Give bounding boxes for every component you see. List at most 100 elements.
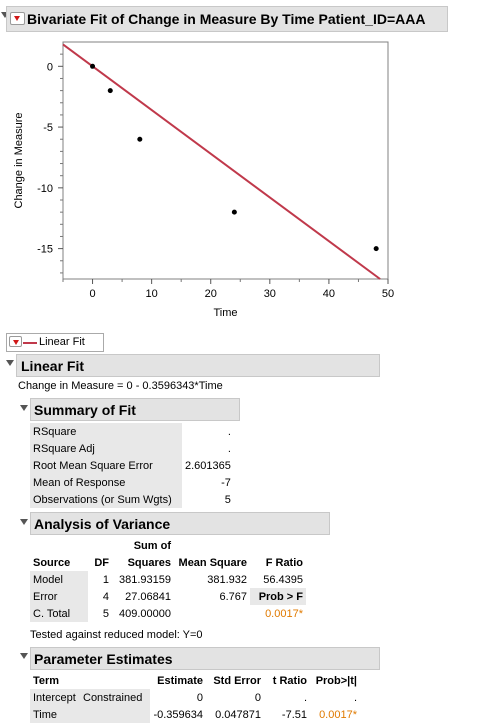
df-cell: 5 bbox=[102, 607, 109, 620]
table-row: Model 1 381.93159 381.932 56.4395 bbox=[30, 571, 306, 588]
table-header-row: Term Estimate Std Error t Ratio Prob>|t| bbox=[30, 672, 360, 689]
f-ratio-cell: 56.4395 bbox=[263, 573, 303, 586]
table-row: Time -0.359634 0.047871 -7.51 0.0017* bbox=[30, 706, 360, 723]
ms-cell: 381.932 bbox=[207, 573, 247, 586]
stat-value: 5 bbox=[224, 493, 231, 506]
fit-line bbox=[62, 43, 381, 280]
prob-f-label: Prob > F bbox=[250, 588, 306, 605]
stat-value: 2.601365 bbox=[185, 459, 231, 472]
x-tick-label: 10 bbox=[146, 288, 158, 300]
collapse-triangle-icon[interactable] bbox=[20, 653, 28, 659]
column-header: Prob>|t| bbox=[315, 674, 357, 687]
column-header: DF bbox=[94, 556, 109, 569]
y-tick-label: -5 bbox=[43, 122, 53, 134]
stat-value: -7 bbox=[221, 476, 231, 489]
column-header: Source bbox=[33, 556, 71, 569]
report-title: Bivariate Fit of Change in Measure By Ti… bbox=[27, 11, 426, 27]
column-header: Term bbox=[33, 674, 60, 687]
table-row: Root Mean Square Error 2.601365 bbox=[30, 457, 234, 474]
df-cell: 4 bbox=[102, 590, 109, 603]
column-header: Sum of bbox=[133, 539, 171, 552]
anova-header: Analysis of Variance bbox=[30, 512, 330, 535]
y-tick-label: -15 bbox=[37, 244, 53, 256]
column-header: Mean Square bbox=[178, 556, 247, 569]
anova-title: Analysis of Variance bbox=[34, 516, 171, 532]
ms-cell: 6.767 bbox=[219, 590, 247, 603]
data-point bbox=[231, 209, 237, 215]
parameter-estimates-header: Parameter Estimates bbox=[30, 647, 380, 670]
summary-of-fit-title: Summary of Fit bbox=[34, 402, 136, 418]
parameter-estimates-table: Term Estimate Std Error t Ratio Prob>|t|… bbox=[30, 672, 360, 723]
table-row: C. Total 5 409.00000 0.0017* bbox=[30, 605, 306, 622]
red-triangle-menu-icon[interactable] bbox=[10, 12, 25, 25]
stat-label: RSquare bbox=[30, 423, 182, 440]
legend-label: Linear Fit bbox=[39, 336, 85, 348]
column-header: F Ratio bbox=[265, 556, 303, 569]
y-tick-label: -10 bbox=[37, 183, 53, 195]
term-cell: Intercept bbox=[30, 689, 80, 706]
stat-label: Mean of Response bbox=[30, 474, 182, 491]
x-axis-label: Time bbox=[213, 307, 237, 319]
estimate-cell: -0.359634 bbox=[153, 708, 203, 721]
stat-label: Observations (or Sum Wgts) bbox=[30, 491, 182, 508]
legend-red-triangle-icon[interactable] bbox=[9, 336, 22, 347]
column-header bbox=[80, 672, 150, 689]
ss-cell: 409.00000 bbox=[119, 607, 171, 620]
source-cell: Model bbox=[30, 571, 88, 588]
ms-cell bbox=[174, 605, 250, 622]
x-tick-label: 20 bbox=[205, 288, 217, 300]
collapse-triangle-icon[interactable] bbox=[20, 519, 28, 525]
legend-box: Linear Fit bbox=[6, 333, 104, 352]
collapse-triangle-icon[interactable] bbox=[20, 405, 28, 411]
y-tick-label: 0 bbox=[47, 61, 53, 73]
legend-line-swatch bbox=[23, 342, 37, 344]
df-cell: 1 bbox=[102, 573, 109, 586]
collapse-triangle-icon[interactable] bbox=[6, 360, 14, 366]
linear-fit-title: Linear Fit bbox=[21, 358, 85, 374]
table-row: Intercept Constrained 0 0 . . bbox=[30, 689, 360, 706]
collapse-triangle-icon[interactable] bbox=[1, 12, 9, 18]
x-tick-label: 50 bbox=[382, 288, 394, 300]
column-header: Std Error bbox=[213, 674, 261, 687]
bivariate-chart: 0 10 20 30 40 50 0 -5 -10 -15 Time Change in Measur… bbox=[13, 41, 394, 319]
table-row: RSquare. bbox=[30, 423, 234, 440]
table-row: Observations (or Sum Wgts) 5 bbox=[30, 491, 234, 508]
x-tick-label: 30 bbox=[264, 288, 276, 300]
p-value-cell: 0.0017* bbox=[319, 708, 357, 721]
prob-f-value: 0.0017* bbox=[265, 607, 303, 620]
column-header: Estimate bbox=[157, 674, 203, 687]
anova-table: Sum of Source DF Squares Mean Square F R… bbox=[30, 537, 306, 622]
bivariate-header: Bivariate Fit of Change in Measure By Ti… bbox=[6, 6, 448, 32]
ss-cell: 27.06841 bbox=[125, 590, 171, 603]
column-header: t Ratio bbox=[272, 674, 307, 687]
data-point bbox=[373, 246, 379, 252]
source-cell: Error bbox=[30, 588, 88, 605]
stat-value: . bbox=[227, 425, 231, 438]
stderr-cell: 0.047871 bbox=[215, 708, 261, 721]
constraint-cell: Constrained bbox=[80, 689, 150, 706]
y-axis-label: Change in Measure bbox=[13, 112, 25, 208]
table-row: Error 4 27.06841 6.767 Prob > F bbox=[30, 588, 306, 605]
ss-cell: 381.93159 bbox=[119, 573, 171, 586]
x-tick-label: 40 bbox=[323, 288, 335, 300]
anova-note: Tested against reduced model: Y=0 bbox=[30, 629, 203, 641]
stat-value: . bbox=[227, 442, 231, 455]
constraint-cell bbox=[80, 706, 150, 723]
x-tick-label: 0 bbox=[89, 288, 95, 300]
p-value-cell: . bbox=[353, 691, 357, 704]
table-row: Sum of bbox=[30, 537, 306, 554]
stat-label: Root Mean Square Error bbox=[30, 457, 182, 474]
column-header: Squares bbox=[127, 556, 171, 569]
linear-fit-header: Linear Fit bbox=[16, 354, 380, 377]
source-cell: C. Total bbox=[30, 605, 88, 622]
term-cell: Time bbox=[30, 706, 80, 723]
table-header-row: Source DF Squares Mean Square F Ratio bbox=[30, 554, 306, 571]
summary-of-fit-table: RSquare. RSquare Adj. Root Mean Square E… bbox=[30, 423, 234, 508]
table-row: Mean of Response -7 bbox=[30, 474, 234, 491]
fit-equation: Change in Measure = 0 - 0.3596343*Time bbox=[18, 380, 223, 392]
estimate-cell: 0 bbox=[196, 691, 203, 704]
data-point bbox=[90, 63, 96, 69]
stderr-cell: 0 bbox=[254, 691, 261, 704]
data-point bbox=[107, 88, 113, 94]
parameter-estimates-title: Parameter Estimates bbox=[34, 651, 173, 667]
